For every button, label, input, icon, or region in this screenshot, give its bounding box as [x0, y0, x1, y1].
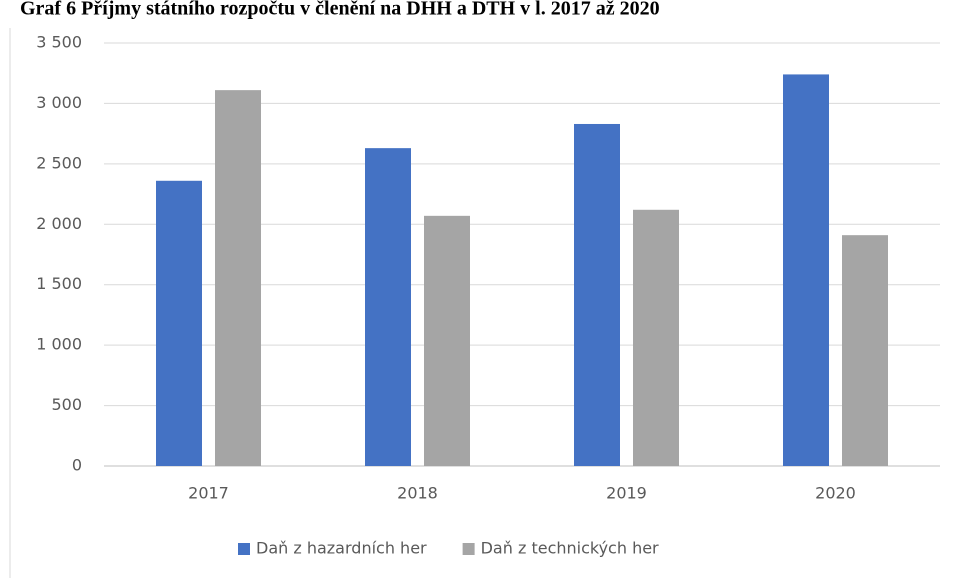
- legend-swatch: [238, 543, 250, 555]
- bar: [783, 74, 829, 467]
- legend-label: Daň z hazardních her: [256, 539, 427, 558]
- y-tick-label: 0: [72, 456, 82, 475]
- y-tick-label: 500: [51, 395, 82, 414]
- x-tick-label: 2020: [815, 484, 856, 503]
- bar: [842, 235, 888, 466]
- x-tick-label: 2017: [188, 484, 229, 503]
- legend-label: Daň z technických her: [481, 539, 659, 558]
- bar: [424, 215, 470, 466]
- chart-title: Graf 6 Příjmy státního rozpočtu v členěn…: [20, 0, 660, 20]
- y-tick-label: 2 000: [36, 214, 82, 233]
- x-tick-label: 2019: [606, 484, 647, 503]
- y-tick-label: 2 500: [36, 153, 82, 172]
- x-tick-label: 2018: [397, 484, 438, 503]
- y-tick-label: 1 500: [36, 274, 82, 293]
- y-tick-label: 1 000: [36, 335, 82, 354]
- bar: [574, 123, 620, 466]
- bar: [365, 148, 411, 466]
- bar: [215, 90, 261, 467]
- y-tick-label: 3 500: [36, 33, 82, 52]
- y-tick-label: 3 000: [36, 93, 82, 112]
- bar: [156, 180, 202, 466]
- bar: [633, 209, 679, 467]
- legend-swatch: [462, 543, 475, 555]
